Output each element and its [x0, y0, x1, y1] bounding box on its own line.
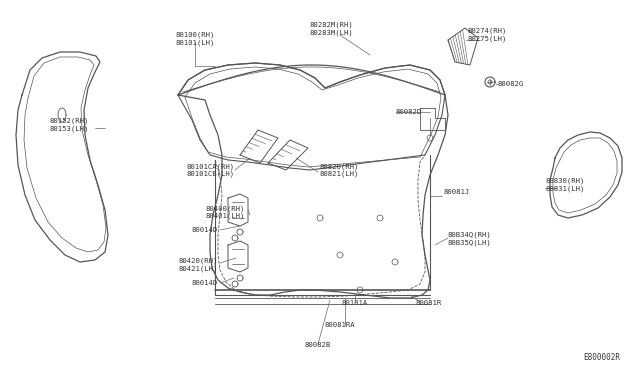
Text: 80830(RH)
80831(LH): 80830(RH) 80831(LH) — [545, 178, 584, 192]
Text: 80101CA(RH)
80101CB(LH): 80101CA(RH) 80101CB(LH) — [187, 163, 235, 177]
Text: 80082G: 80082G — [498, 81, 524, 87]
Text: 80081RA: 80081RA — [324, 322, 355, 328]
Text: E800002R: E800002R — [583, 353, 620, 362]
Text: 80282M(RH)
80283M(LH): 80282M(RH) 80283M(LH) — [310, 22, 354, 36]
Text: 80014D: 80014D — [192, 227, 218, 233]
Text: 80B34Q(RH)
80B35Q(LH): 80B34Q(RH) 80B35Q(LH) — [448, 232, 492, 246]
Text: 80820(RH)
80821(LH): 80820(RH) 80821(LH) — [320, 163, 360, 177]
Text: 80081R: 80081R — [415, 300, 441, 306]
Text: 80274(RH)
80275(LH): 80274(RH) 80275(LH) — [468, 28, 508, 42]
Text: 80152(RH)
80153(LH): 80152(RH) 80153(LH) — [50, 118, 90, 132]
Text: 80101A: 80101A — [342, 300, 368, 306]
Text: 80100(RH)
80101(LH): 80100(RH) 80101(LH) — [175, 32, 214, 46]
Text: 80420(RH)
80421(LH): 80420(RH) 80421(LH) — [179, 258, 218, 272]
Text: 80082D: 80082D — [396, 109, 422, 115]
Text: 80014D: 80014D — [192, 280, 218, 286]
Text: 80400(RH)
80401(LH): 80400(RH) 80401(LH) — [205, 205, 245, 219]
Text: 80081J: 80081J — [443, 189, 469, 195]
Text: 80082B: 80082B — [305, 342, 331, 348]
